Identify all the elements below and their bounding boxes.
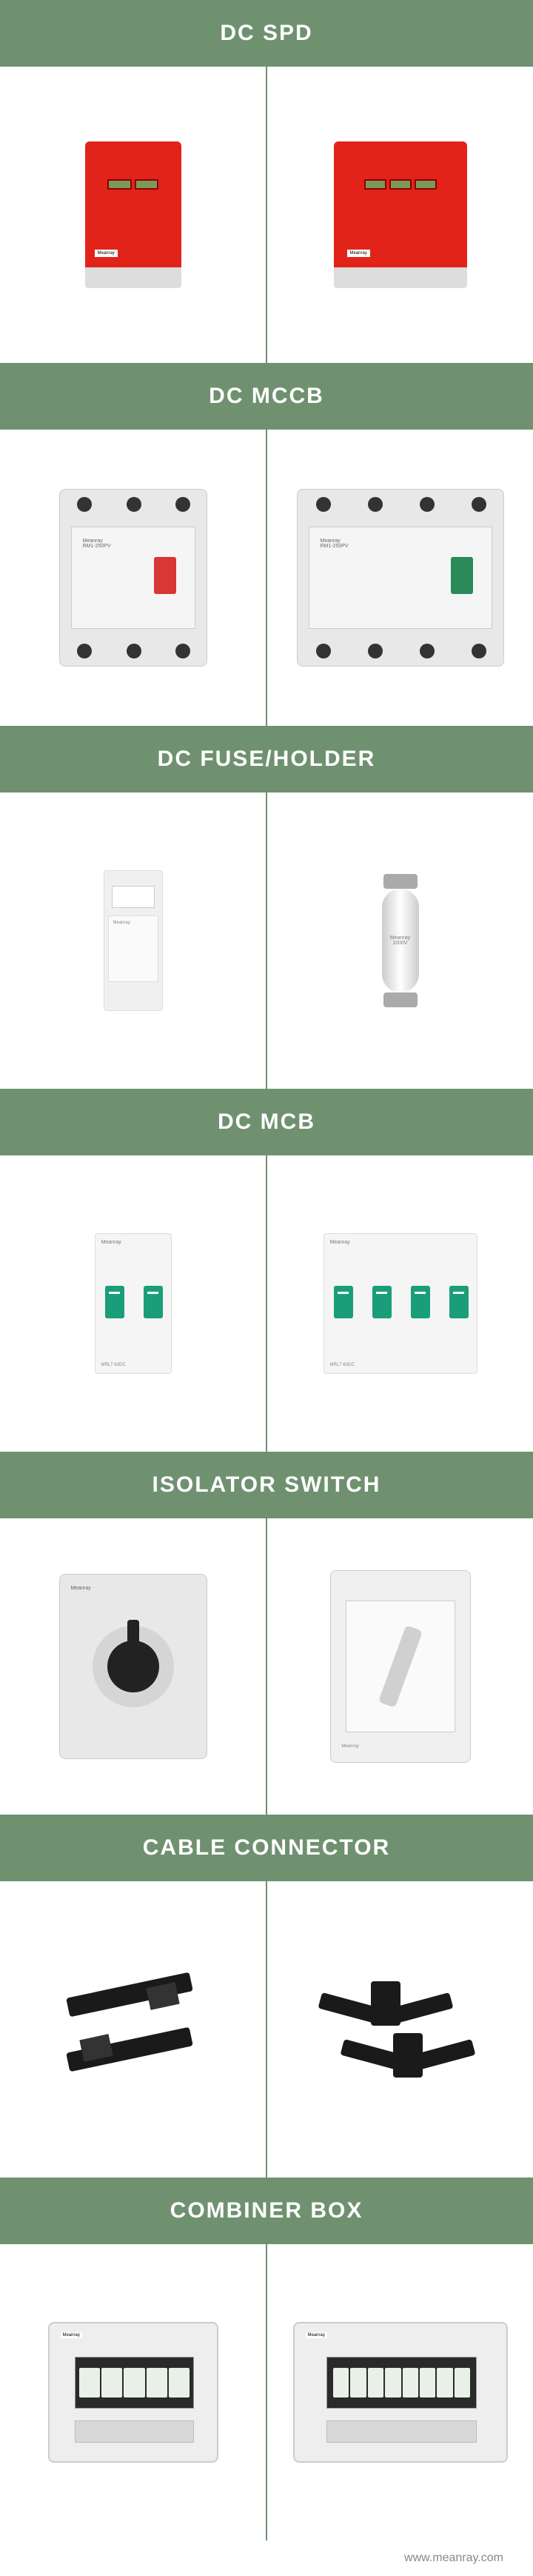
product-cell-left: Meanray <box>0 1518 266 1815</box>
product-cell-left: Meanray MRL7-63DC <box>0 1155 266 1452</box>
footer-url: www.meanray.com <box>0 2540 533 2576</box>
product-cell-right: Meanray <box>267 67 533 363</box>
product-cell-right: Meanray1000V <box>267 793 533 1089</box>
product-cell-right: Meanray <box>267 2244 533 2540</box>
section-header-3: DC MCB <box>0 1089 533 1155</box>
product-row-5 <box>0 1881 533 2178</box>
product-row-2: Meanray Meanray1000V <box>0 793 533 1089</box>
product-row-4: Meanray Meanray <box>0 1518 533 1815</box>
section-header-0: DC SPD <box>0 0 533 67</box>
product-cell-right <box>267 1881 533 2178</box>
product-row-3: Meanray MRL7-63DC Meanray MRL7-63DC <box>0 1155 533 1452</box>
product-row-1: MeanrayRM1-250PV MeanrayRM1-250PV <box>0 430 533 726</box>
product-row-6: Meanray Meanray <box>0 2244 533 2540</box>
product-cell-left: MeanrayRM1-250PV <box>0 430 266 726</box>
product-cell-right: MeanrayRM1-250PV <box>267 430 533 726</box>
product-catalog: DC SPD Meanray Meanray DC MCCB MeanrayRM… <box>0 0 533 2540</box>
product-cell-right: Meanray MRL7-63DC <box>267 1155 533 1452</box>
product-cell-left: Meanray <box>0 793 266 1089</box>
product-cell-right: Meanray <box>267 1518 533 1815</box>
product-cell-left: Meanray <box>0 67 266 363</box>
product-row-0: Meanray Meanray <box>0 67 533 363</box>
section-header-6: COMBINER BOX <box>0 2178 533 2244</box>
section-header-4: ISOLATOR SWITCH <box>0 1452 533 1518</box>
product-cell-left <box>0 1881 266 2178</box>
product-cell-left: Meanray <box>0 2244 266 2540</box>
section-header-5: CABLE CONNECTOR <box>0 1815 533 1881</box>
section-header-1: DC MCCB <box>0 363 533 430</box>
section-header-2: DC FUSE/HOLDER <box>0 726 533 793</box>
